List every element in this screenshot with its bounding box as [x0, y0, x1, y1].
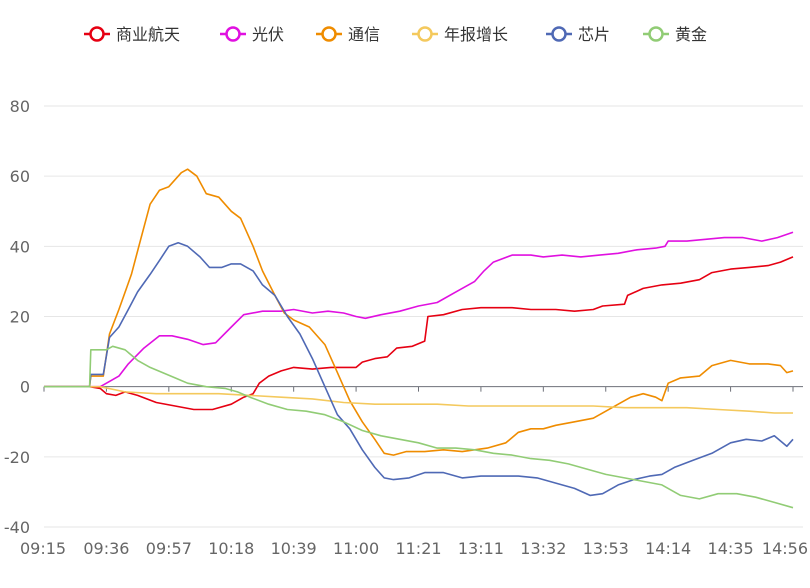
series-line [44, 231, 794, 388]
legend-label: 黄金 [675, 25, 707, 44]
y-tick-label: -40 [4, 518, 30, 537]
legend-item[interactable]: 光伏 [220, 25, 284, 44]
series-line [44, 256, 794, 411]
x-tick-label: 10:39 [271, 539, 317, 558]
legend-item[interactable]: 黄金 [643, 25, 707, 44]
y-tick-label: 40 [10, 237, 30, 256]
x-tick-label: 09:57 [146, 539, 192, 558]
legend-item[interactable]: 芯片 [546, 25, 610, 44]
x-axis: 09:15 09:36 09:57 10:18 10:39 11:00 11:21 13:11… [20, 386, 808, 558]
x-tick-label: 13:53 [583, 539, 629, 558]
legend-label: 芯片 [578, 25, 610, 44]
legend-marker [551, 26, 567, 42]
legend-marker [89, 26, 105, 42]
legend-label: 商业航天 [116, 25, 180, 44]
series-lines [44, 168, 794, 509]
y-tick-label: -20 [4, 448, 30, 467]
legend-label: 年报增长 [444, 25, 508, 44]
legend-marker [225, 26, 241, 42]
x-tick-label: 11:00 [333, 539, 379, 558]
x-tick-label: 11:21 [395, 539, 441, 558]
grid-lines [44, 105, 803, 528]
legend-marker [417, 26, 433, 42]
legend-item[interactable]: 商业航天 [84, 25, 180, 44]
x-tick-label: 13:11 [458, 539, 504, 558]
y-tick-label: 80 [10, 97, 30, 116]
series-line [44, 385, 793, 414]
y-axis: -40 -20 0 20 40 60 80 [4, 97, 30, 537]
x-tick-label: 14:14 [645, 539, 691, 558]
series-line [44, 345, 794, 509]
series-line [44, 242, 794, 497]
legend-item[interactable]: 年报增长 [412, 25, 508, 44]
legend[interactable]: 商业航天 光伏 通信 年报增长 芯片 黄金 [84, 25, 707, 44]
legend-marker [648, 26, 664, 42]
legend-label: 通信 [348, 25, 380, 44]
x-tick-label: 09:36 [83, 539, 129, 558]
y-tick-label: 0 [20, 378, 30, 397]
y-tick-label: 60 [10, 167, 30, 186]
x-tick-label: 10:18 [208, 539, 254, 558]
legend-item[interactable]: 通信 [316, 25, 380, 44]
y-tick-label: 20 [10, 308, 30, 327]
x-tick-label: 14:56 [762, 539, 808, 558]
x-tick-label: 13:32 [520, 539, 566, 558]
series-line [44, 168, 794, 456]
x-tick-label: 09:15 [20, 539, 66, 558]
x-tick-label: 14:35 [708, 539, 754, 558]
legend-marker [321, 26, 337, 42]
legend-label: 光伏 [252, 25, 284, 44]
